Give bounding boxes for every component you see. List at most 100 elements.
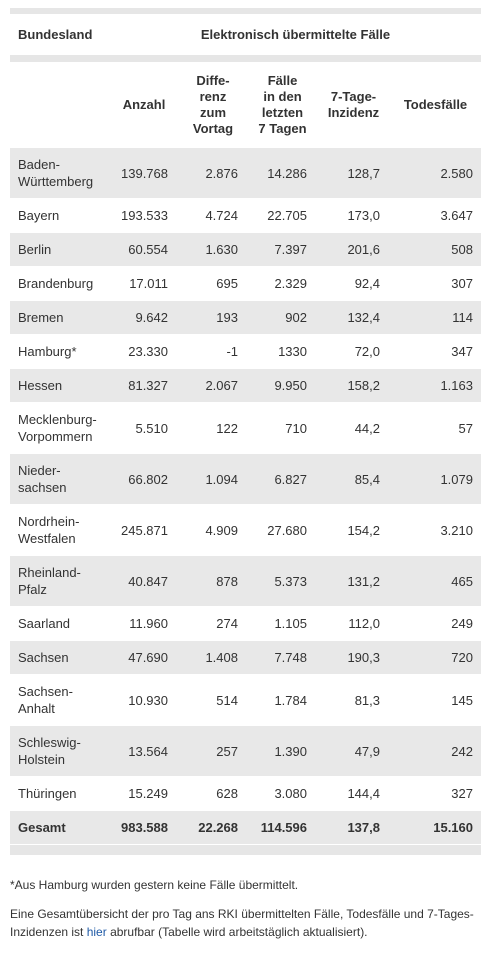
column-header: Fälle in den letzten 7 Tagen xyxy=(258,73,307,136)
table-cell: 139.768 xyxy=(121,165,168,181)
table-row: Sachsen 47.690 1.408 7.748 190,3 720 xyxy=(10,641,481,675)
table-cell: 15.160 xyxy=(433,820,473,835)
note: Eine Gesamtübersicht der pro Tag ans RKI… xyxy=(10,905,481,941)
table-cell: 6.827 xyxy=(274,471,307,487)
table-cell: 158,2 xyxy=(347,378,380,393)
table-cell: 40.847 xyxy=(128,573,168,589)
table-cell: 13.564 xyxy=(128,743,168,759)
table-cell: 131,2 xyxy=(347,573,380,589)
column-header-row: Anzahl Diffe- renz zum Vortag Fälle in den… xyxy=(10,62,481,148)
table-cell: 44,2 xyxy=(354,420,380,436)
table-cell: 2.067 xyxy=(205,378,238,393)
table-cell: 1.163 xyxy=(440,378,473,393)
table-cell: 2.580 xyxy=(440,165,473,181)
table-row: Thüringen 15.249 628 3.080 144,4 327 xyxy=(10,777,481,811)
table-cell: 465 xyxy=(451,573,473,589)
table-cell: 47.690 xyxy=(128,650,168,665)
table-cell: Baden- Württemberg xyxy=(18,157,94,189)
table-cell: 201,6 xyxy=(347,242,380,257)
band xyxy=(10,845,481,855)
table-cell: 1.630 xyxy=(205,242,238,257)
table-cell: 257 xyxy=(216,743,238,759)
table-cell: 5.373 xyxy=(274,573,307,589)
table-cell: Schleswig- Holstein xyxy=(18,735,81,767)
table-cell: 508 xyxy=(451,242,473,257)
table-cell: Saarland xyxy=(18,616,71,631)
table-cell: 72,0 xyxy=(354,344,380,359)
footer: *Aus Hamburg wurden gestern keine Fälle … xyxy=(10,876,481,952)
table-cell: 1.784 xyxy=(274,692,307,708)
table-cell: 514 xyxy=(216,692,238,708)
table-cell: 193.533 xyxy=(121,208,168,223)
table-cell: Bayern xyxy=(18,208,60,223)
table-cell: 3.080 xyxy=(274,786,307,801)
table-cell: 242 xyxy=(451,743,473,759)
band xyxy=(10,55,481,62)
table-row: Bayern 193.533 4.724 22.705 173,0 3.647 xyxy=(10,199,481,233)
total-row: Gesamt 983.588 22.268 114.596 137,8 15.160 xyxy=(10,811,481,845)
column-header: Todesfälle xyxy=(403,97,468,112)
table-row: Brandenburg 17.011 695 2.329 92,4 307 xyxy=(10,267,481,301)
band xyxy=(10,8,481,14)
table-row: Berlin 60.554 1.630 7.397 201,6 508 xyxy=(10,233,481,267)
table-cell: 9.642 xyxy=(135,310,168,325)
table-cell: 22.705 xyxy=(267,208,307,223)
table-cell: -1 xyxy=(226,344,238,359)
table-cell: 1.105 xyxy=(274,616,307,631)
table-row: Nordrhein- Westfalen 245.871 4.909 27.680 15… xyxy=(10,505,481,556)
table-cell: 15.249 xyxy=(128,786,168,801)
table-body: Baden- Württemberg 139.768 2.876 14.286 128,… xyxy=(10,148,481,845)
table-cell: 14.286 xyxy=(267,165,307,181)
table-cell: Gesamt xyxy=(18,820,66,835)
table-cell: 92,4 xyxy=(354,276,380,291)
column-header: Diffe- renz zum Vortag xyxy=(192,73,234,136)
table-cell: 81.327 xyxy=(128,378,168,393)
table-row: Hamburg* 23.330 -1 1330 72,0 347 xyxy=(10,335,481,369)
table-cell: 22.268 xyxy=(198,820,238,835)
table-cell: Thüringen xyxy=(18,786,77,801)
table-cell: 193 xyxy=(216,310,238,325)
table-row: Bremen 9.642 193 902 132,4 114 xyxy=(10,301,481,335)
table-cell: 47,9 xyxy=(354,743,380,759)
table-cell: 2.876 xyxy=(205,165,238,181)
table-cell: 190,3 xyxy=(347,650,380,665)
table-cell: 1.408 xyxy=(205,650,238,665)
table-cell: Brandenburg xyxy=(18,276,94,291)
table-cell: 1.079 xyxy=(440,471,473,487)
table-cell: 10.930 xyxy=(128,692,168,708)
table-row: Nieder- sachsen 66.802 1.094 6.827 85,4 1.079 xyxy=(10,454,481,505)
table-cell: 327 xyxy=(451,786,473,801)
table-cell: 1.390 xyxy=(274,743,307,759)
table-cell: 85,4 xyxy=(354,471,380,487)
table-cell: 9.950 xyxy=(274,378,307,393)
table-cell: 628 xyxy=(216,786,238,801)
table-cell: 1330 xyxy=(278,344,307,359)
table-cell: 17.011 xyxy=(129,276,168,291)
note-text: abrufbar (Tabelle wird arbeitstäglich ak… xyxy=(106,925,368,939)
table-cell: Nordrhein- Westfalen xyxy=(18,514,80,546)
table-cell: 114.596 xyxy=(260,820,307,835)
table-row: Mecklenburg- Vorpommern 5.510 122 710 44,2 57 xyxy=(10,403,481,454)
table-cell: Berlin xyxy=(18,242,52,257)
table-cell: 112,0 xyxy=(348,616,380,631)
table-row: Hessen 81.327 2.067 9.950 158,2 1.163 xyxy=(10,369,481,403)
table-row: Schleswig- Holstein 13.564 257 1.390 47,9 242 xyxy=(10,726,481,777)
table-cell: 347 xyxy=(451,344,473,359)
table-cell: 114 xyxy=(452,310,473,325)
table-cell: 137,8 xyxy=(347,820,380,835)
table-cell: 66.802 xyxy=(128,471,168,487)
table-cell: 23.330 xyxy=(128,344,168,359)
table-cell: Sachsen xyxy=(18,650,69,665)
header-row: Bundesland Elektronisch übermittelte Fäl… xyxy=(10,14,481,55)
table-cell: 144,4 xyxy=(347,786,380,801)
table-row: Sachsen- Anhalt 10.930 514 1.784 81,3 145 xyxy=(10,675,481,726)
table-cell: 902 xyxy=(285,310,307,325)
link[interactable]: hier xyxy=(86,925,107,939)
table-row: Saarland 11.960 274 1.105 112,0 249 xyxy=(10,607,481,641)
table-cell: 4.724 xyxy=(205,208,238,223)
table-cell: 81,3 xyxy=(354,692,380,708)
table-cell: 145 xyxy=(451,692,473,708)
table-cell: Hessen xyxy=(18,378,63,393)
table-cell: 128,7 xyxy=(347,165,380,181)
